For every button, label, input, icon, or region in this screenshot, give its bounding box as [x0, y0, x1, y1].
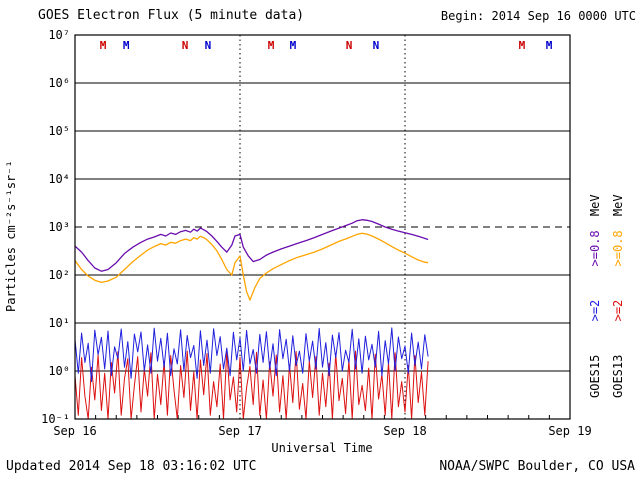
- event-marker: N: [345, 39, 353, 52]
- event-marker: M: [267, 39, 275, 52]
- y-axis-label: Particles cm⁻²s⁻¹sr⁻¹: [4, 160, 18, 312]
- y-tick-label: 10⁷: [48, 28, 70, 42]
- event-marker: M: [122, 39, 130, 52]
- legend-satellite-name: GOES13: [611, 354, 625, 398]
- y-tick-label: 10⁰: [48, 364, 70, 378]
- legend-ge08-threshold: >=0.8: [611, 230, 625, 267]
- y-tick-label: 10¹: [48, 316, 70, 330]
- event-marker: M: [289, 39, 297, 52]
- event-marker: N: [181, 39, 189, 52]
- legend-unit: MeV: [611, 194, 625, 217]
- event-marker: M: [99, 39, 107, 52]
- legend-goes13: GOES13 >=2 >=0.8 MeV: [611, 194, 625, 398]
- y-tick-label: 10⁻¹: [41, 412, 70, 426]
- x-tick-label: Sep 18: [383, 424, 427, 438]
- source-attribution: NOAA/SWPC Boulder, CO USA: [439, 459, 635, 474]
- event-marker: N: [204, 39, 212, 52]
- y-tick-label: 10²: [48, 268, 70, 282]
- begin-timestamp: Begin: 2014 Sep 16 0000 UTC: [440, 9, 636, 23]
- plot-frame: [74, 34, 571, 420]
- y-tick-label: 10⁴: [48, 172, 70, 186]
- legend-ge2-threshold: >=2: [611, 299, 625, 322]
- x-axis-label: Universal Time: [271, 441, 373, 455]
- series-goes15-0-8-mev: [75, 219, 429, 272]
- y-tick-label: 10³: [48, 220, 70, 234]
- x-tick-label: Sep 16: [53, 424, 97, 438]
- chart-title: GOES Electron Flux (5 minute data): [38, 8, 305, 23]
- series-goes15-2-mev: [75, 327, 429, 383]
- series-goes13-2-mev: [75, 349, 429, 419]
- legend-satellite-name: GOES15: [588, 354, 602, 398]
- x-tick-label: Sep 17: [218, 424, 262, 438]
- y-tick-label: 10⁶: [48, 76, 70, 90]
- legend-goes15: GOES15 >=2 >=0.8 MeV: [588, 194, 602, 398]
- event-marker: N: [372, 39, 380, 52]
- series-goes13-0-8-mev: [75, 232, 429, 301]
- event-marker: M: [545, 39, 553, 52]
- legend-unit: MeV: [588, 194, 602, 217]
- legend-ge2-threshold: >=2: [588, 299, 602, 322]
- legend-ge08-threshold: >=0.8: [588, 230, 602, 267]
- updated-timestamp: Updated 2014 Sep 18 03:16:02 UTC: [6, 459, 257, 474]
- event-marker: M: [518, 39, 526, 52]
- x-tick-label: Sep 19: [548, 424, 592, 438]
- y-tick-label: 10⁵: [48, 124, 70, 138]
